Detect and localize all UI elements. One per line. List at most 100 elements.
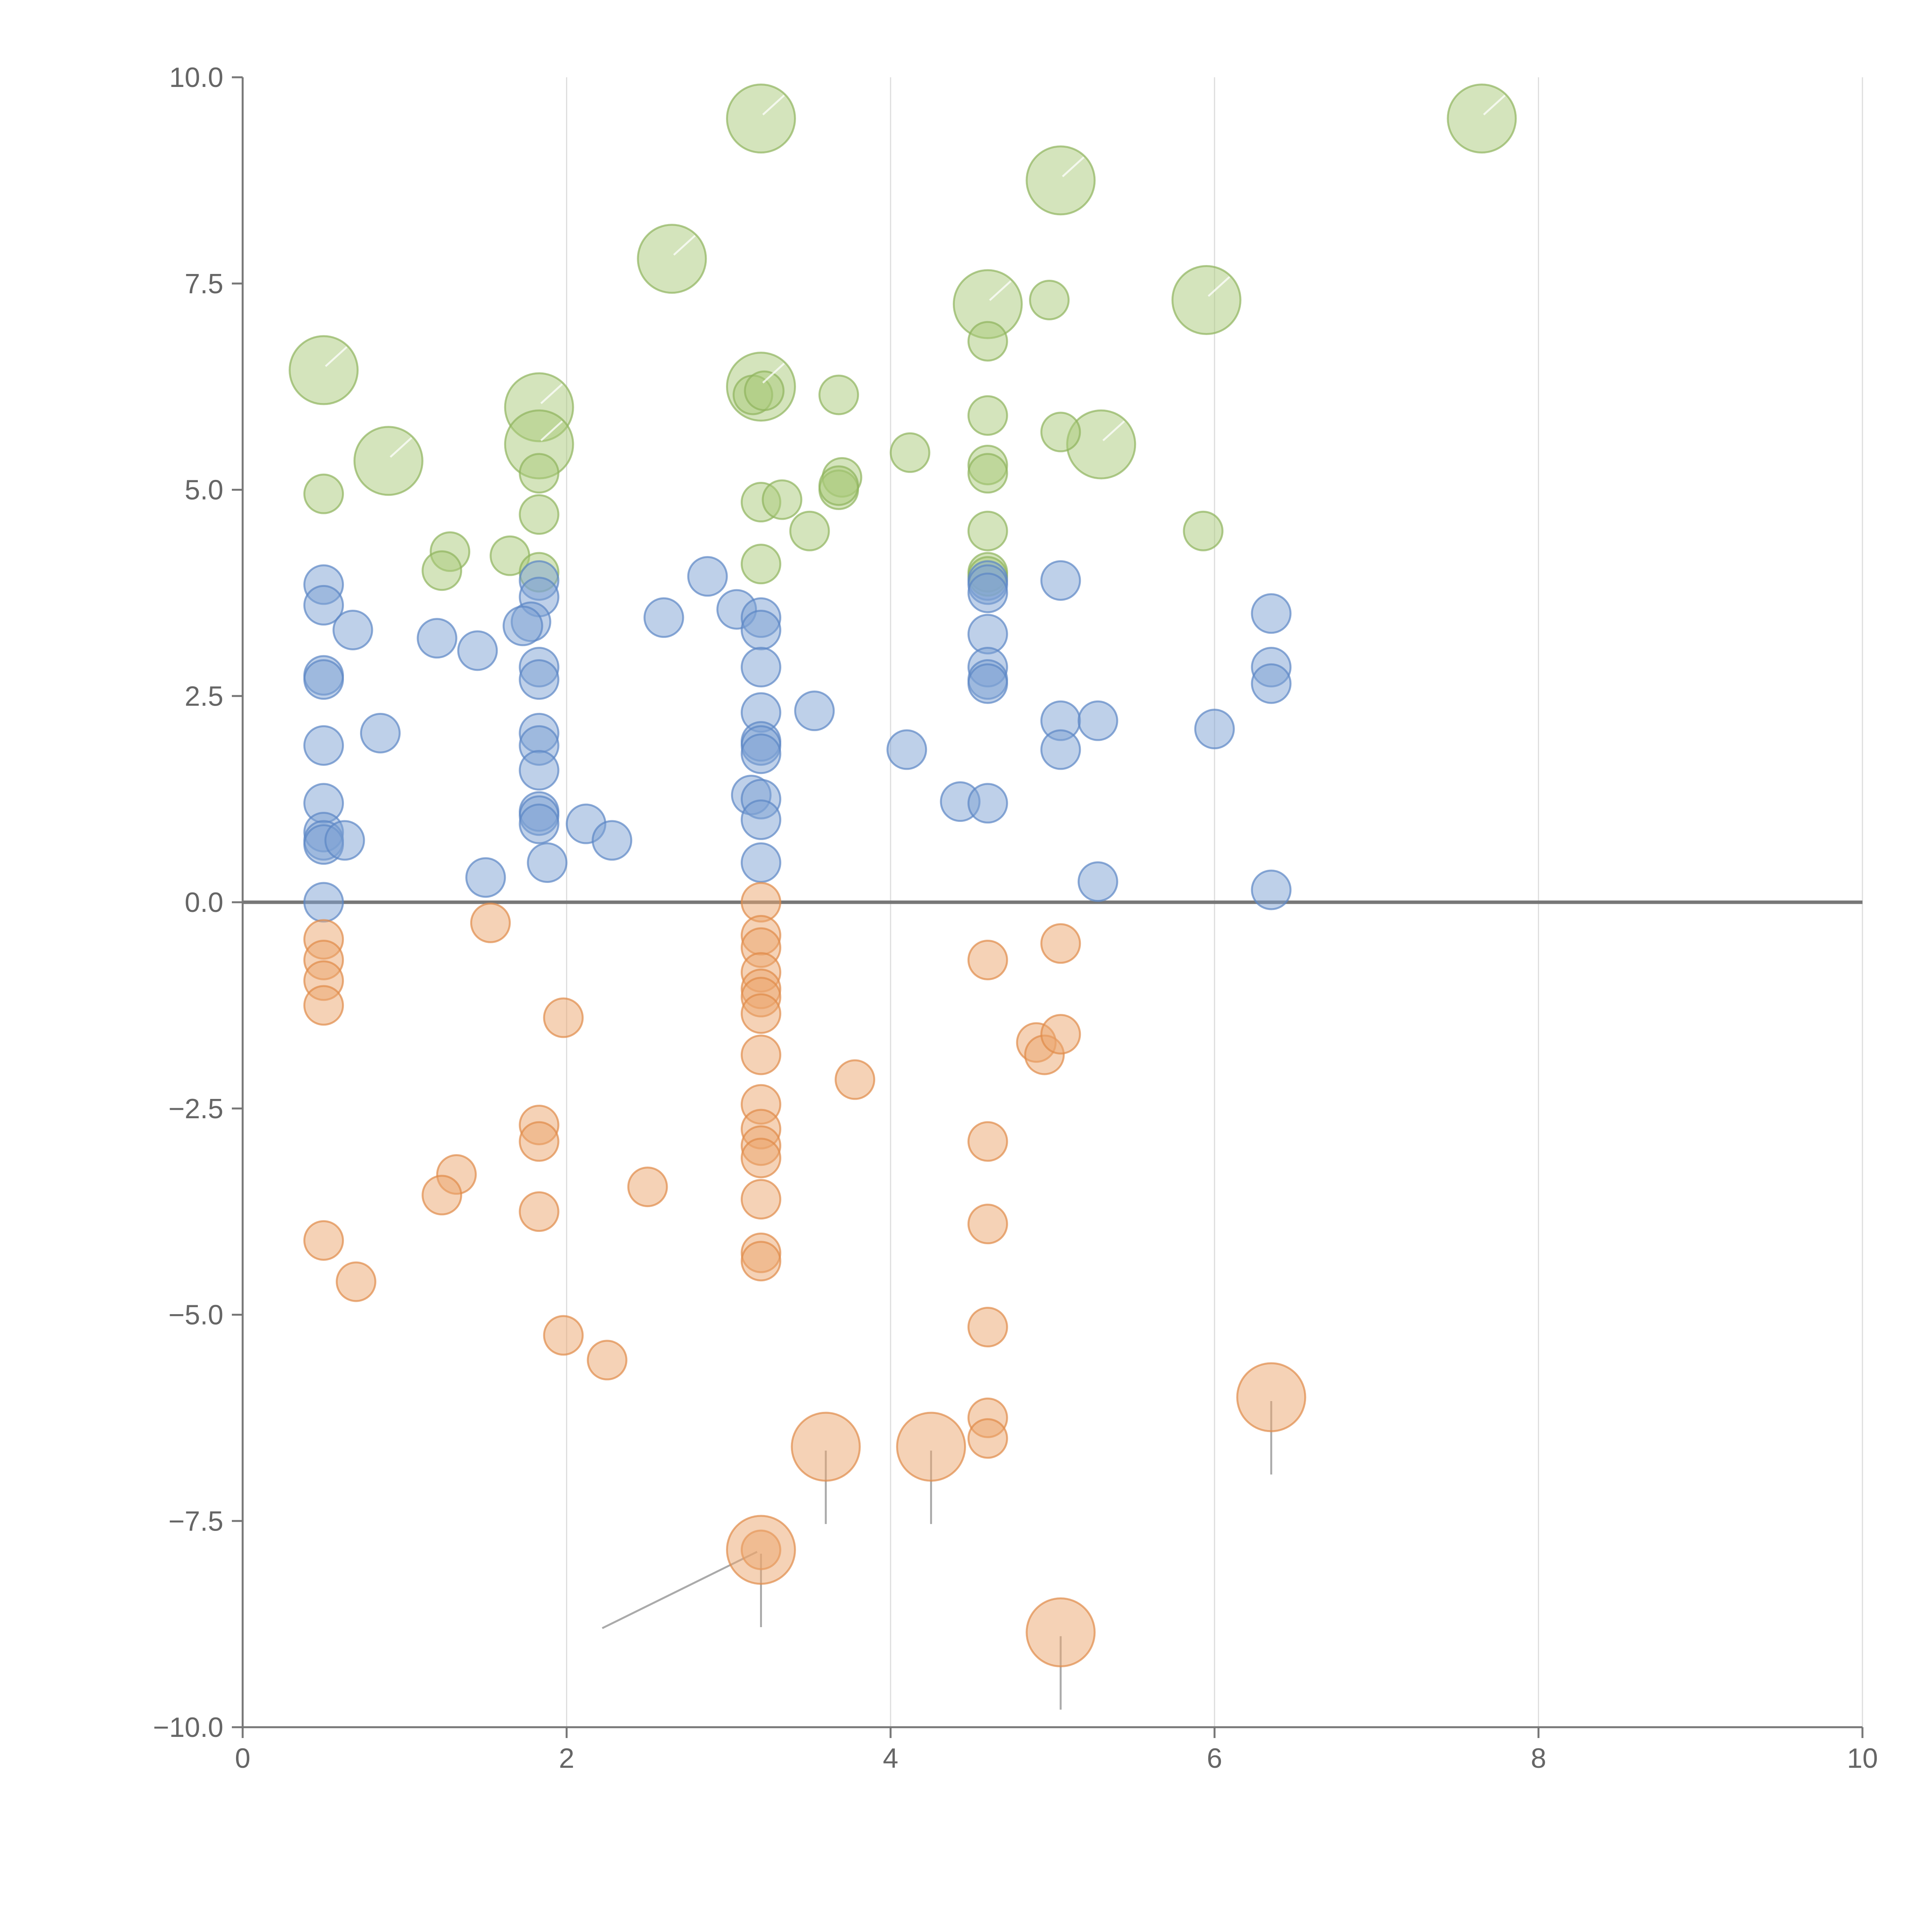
green-bubble <box>726 83 796 154</box>
green-bubble <box>1183 510 1224 551</box>
y-tick-label: −5.0 <box>168 1300 223 1331</box>
green-bubble <box>637 224 707 294</box>
blue-bubble <box>417 618 457 659</box>
blue-bubble <box>1251 593 1292 634</box>
green-bubble <box>1040 412 1081 452</box>
green-bubble <box>289 335 359 405</box>
blue-bubble <box>303 725 344 766</box>
orange-bubble <box>543 1315 584 1356</box>
bubble-inner-mark <box>1102 420 1125 441</box>
green-bubble <box>1029 279 1070 320</box>
bubble-inner-mark <box>1062 156 1085 177</box>
blue-bubble <box>502 605 543 646</box>
bubble-inner-mark <box>389 437 412 458</box>
blue-bubble <box>332 609 373 650</box>
orange-bubble <box>791 1412 861 1482</box>
x-tick-label: 4 <box>883 1743 898 1774</box>
blue-bubble <box>1040 729 1081 770</box>
blue-bubble <box>967 663 1008 704</box>
orange-bubble <box>1026 1597 1096 1667</box>
green-bubble <box>967 453 1008 494</box>
blue-bubble <box>1251 663 1292 704</box>
orange-bubble <box>422 1175 463 1216</box>
blue-bubble <box>457 630 498 671</box>
x-tick-label: 0 <box>235 1743 250 1774</box>
y-tick-label: −10.0 <box>153 1712 223 1743</box>
green-bubble <box>967 510 1008 551</box>
blue-bubble <box>1194 709 1235 750</box>
orange-bubble <box>967 1204 1008 1245</box>
orange-bubble <box>519 1121 560 1162</box>
bubble-inner-mark <box>762 362 785 384</box>
orange-bubble <box>1040 923 1081 964</box>
blue-bubble <box>687 556 728 597</box>
orange-bubble <box>740 1241 781 1282</box>
orange-bubble <box>967 1121 1008 1162</box>
blue-bubble <box>519 659 560 700</box>
green-bubble <box>422 550 463 591</box>
green-bubble <box>740 544 781 585</box>
bubble-inner-mark <box>540 420 563 441</box>
orange-bubble <box>627 1167 668 1208</box>
blue-bubble <box>303 882 344 923</box>
x-tick-label: 10 <box>1847 1743 1878 1774</box>
green-bubble <box>967 321 1008 362</box>
blue-bubble <box>967 572 1008 613</box>
x-tick-label: 6 <box>1207 1743 1222 1774</box>
y-tick-label: −7.5 <box>168 1506 223 1537</box>
bubble-inner-mark <box>673 235 696 256</box>
orange-bubble <box>587 1340 628 1381</box>
orange-bubble <box>740 1138 781 1179</box>
green-bubble <box>744 370 785 411</box>
green-bubble <box>818 465 859 506</box>
y-tick-label: 10.0 <box>169 62 223 93</box>
green-bubble <box>762 479 803 520</box>
blue-bubble <box>519 750 560 791</box>
blue-bubble <box>592 820 633 861</box>
green-bubble <box>353 426 423 496</box>
orange-bubble <box>543 997 584 1038</box>
orange-bubble <box>726 1515 796 1585</box>
green-bubble <box>519 453 560 494</box>
y-tick-label: 5.0 <box>185 475 223 506</box>
green-bubble <box>967 395 1008 436</box>
blue-bubble <box>740 842 781 883</box>
point-layer <box>289 83 1517 1667</box>
green-bubble <box>889 432 930 473</box>
blue-bubble <box>740 799 781 840</box>
blue-bubble <box>519 803 560 844</box>
blue-bubble <box>740 647 781 688</box>
orange-bubble <box>967 1418 1008 1459</box>
orange-bubble <box>1040 1014 1081 1055</box>
blue-bubble <box>303 659 344 700</box>
y-tick-label: 0.0 <box>185 887 223 918</box>
y-tick-label: 7.5 <box>185 269 223 299</box>
blue-bubble <box>886 729 927 770</box>
bubble-inner-mark <box>1483 94 1506 116</box>
orange-bubble <box>967 1307 1008 1348</box>
blue-bubble <box>1040 560 1081 601</box>
green-bubble <box>1171 265 1242 335</box>
blue-bubble <box>1077 861 1118 902</box>
y-tick-label: −2.5 <box>168 1094 223 1124</box>
green-bubble <box>818 374 859 415</box>
blue-bubble <box>1077 700 1118 741</box>
blue-bubble <box>794 690 835 731</box>
blue-bubble <box>1251 869 1292 910</box>
orange-bubble <box>967 939 1008 980</box>
axis-layer: 0 2 4 6 8 10 −10.0 −7.5 −5.0 −2.5 0.0 2.5 5.0 7.5 10.0 <box>153 62 1878 1774</box>
green-bubble <box>1447 83 1517 154</box>
green-bubble <box>789 510 830 551</box>
x-tick-label: 8 <box>1531 1743 1546 1774</box>
orange-bubble <box>740 993 781 1034</box>
blue-bubble <box>303 585 344 626</box>
orange-bubble <box>519 1191 560 1232</box>
bubble-inner-mark <box>989 280 1012 301</box>
bubble-inner-mark <box>1208 276 1230 297</box>
orange-bubble <box>740 1179 781 1220</box>
blue-bubble <box>643 597 684 638</box>
bubble-inner-mark <box>762 94 785 116</box>
blue-bubble <box>740 609 781 650</box>
